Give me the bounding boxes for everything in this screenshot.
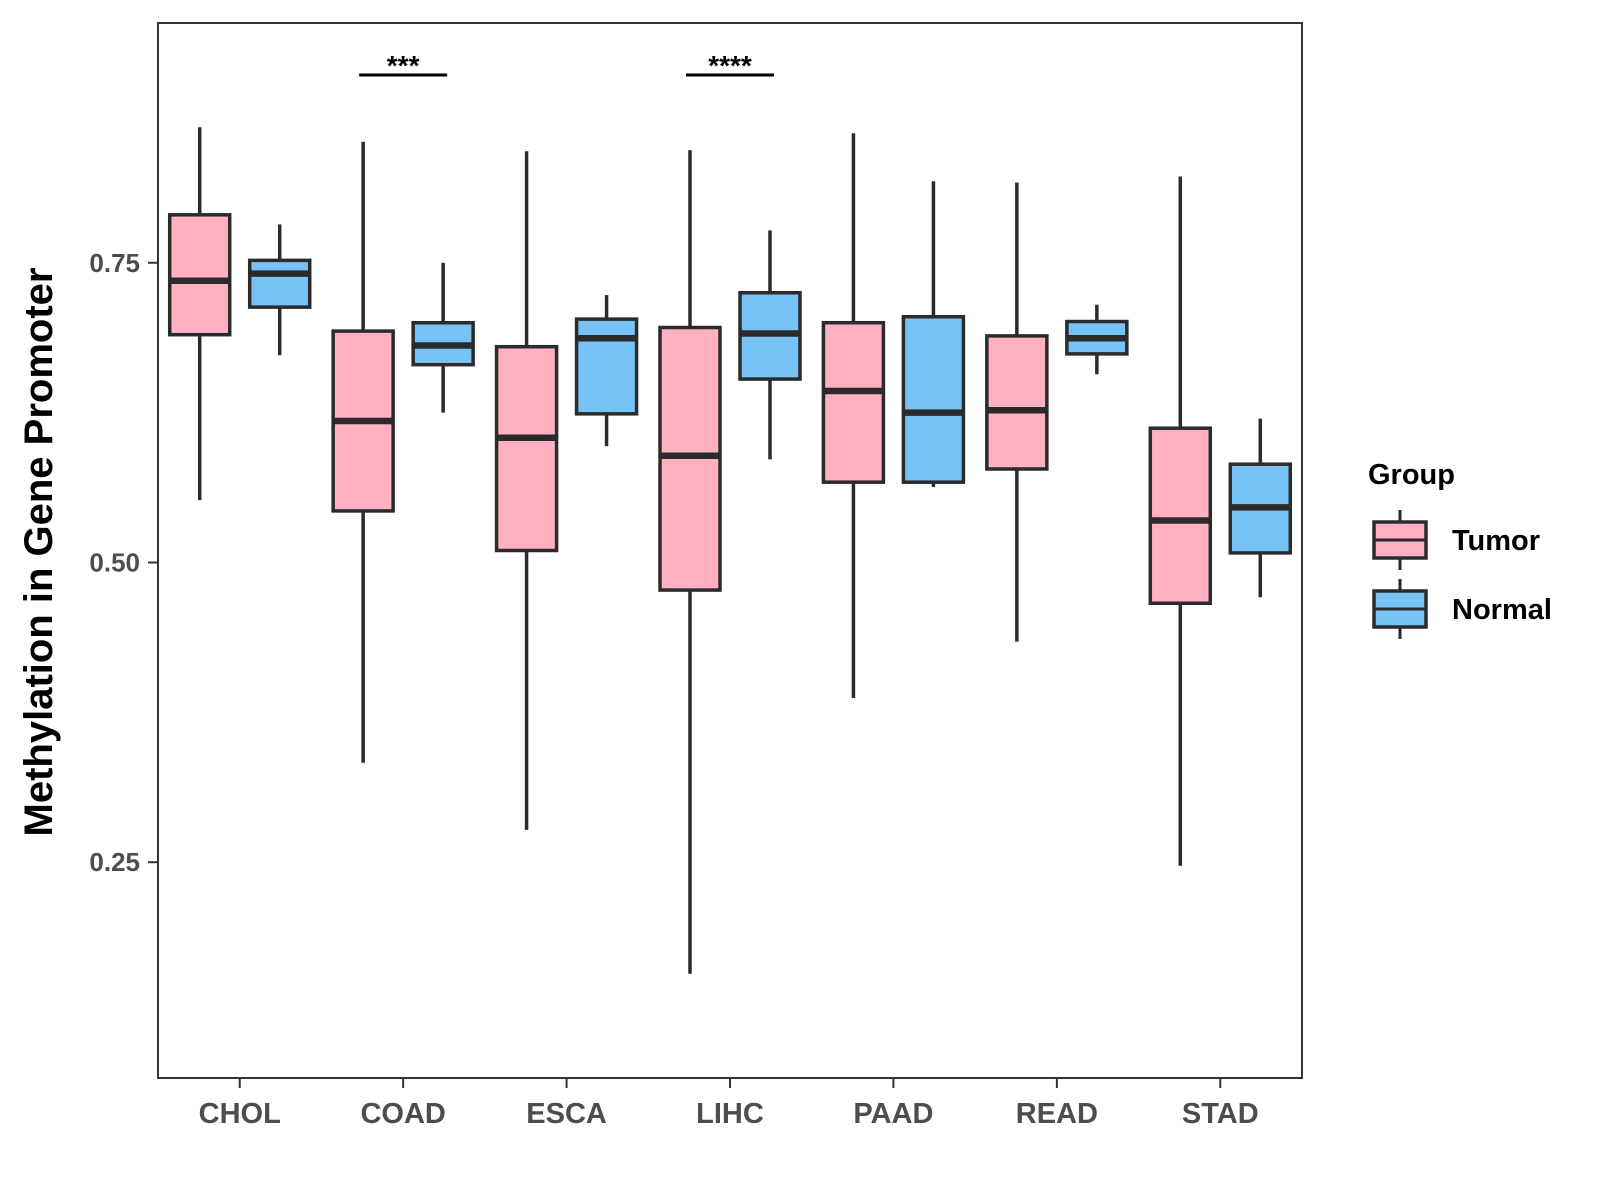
box-normal-chol xyxy=(247,224,312,356)
significance-layer: *** **** xyxy=(359,50,774,81)
legend-key-normal xyxy=(1372,579,1428,639)
y-tick-label: 0.75 xyxy=(89,248,140,278)
box-tumor-esca xyxy=(494,151,559,830)
boxes-layer xyxy=(167,127,1293,974)
box-normal-read xyxy=(1065,304,1129,375)
legend: Group Tumor Normal xyxy=(1368,459,1552,639)
box-body xyxy=(901,314,966,484)
box-normal-coad xyxy=(411,262,475,413)
x-tick-label: CHOL xyxy=(199,1098,281,1130)
box-body xyxy=(574,317,639,416)
x-tick-label: STAD xyxy=(1182,1098,1259,1130)
box-tumor-coad xyxy=(331,141,395,763)
x-tick-label: LIHC xyxy=(696,1098,764,1130)
plot-panel xyxy=(157,22,1303,1079)
y-tick-label: 0.25 xyxy=(89,847,140,877)
box-body xyxy=(985,334,1049,471)
box-normal-paad xyxy=(901,181,966,487)
legend-label-tumor: Tumor xyxy=(1452,525,1540,557)
box-tumor-stad xyxy=(1148,176,1213,866)
box-normal-esca xyxy=(574,295,639,447)
box-body xyxy=(821,320,886,484)
x-tick-label: COAD xyxy=(360,1098,445,1130)
legend-label-normal: Normal xyxy=(1452,594,1552,626)
y-axis-title: Methylation in Gene Promoter xyxy=(17,268,61,837)
x-tick-label: ESCA xyxy=(526,1098,607,1130)
box-tumor-read xyxy=(985,182,1049,642)
box-body xyxy=(247,258,312,309)
x-axis: CHOL COAD ESCA LIHC PAAD READ STAD xyxy=(199,1078,1259,1130)
legend-key-tumor xyxy=(1372,510,1428,570)
x-tick-label: PAAD xyxy=(853,1098,933,1130)
box-normal-lihc xyxy=(738,230,802,460)
box-tumor-lihc xyxy=(658,150,722,974)
box-body xyxy=(167,213,232,337)
box-body xyxy=(1148,426,1213,605)
y-axis: 0.25 0.50 0.75 xyxy=(89,248,158,877)
significance-label: **** xyxy=(708,50,752,81)
box-tumor-paad xyxy=(821,133,886,698)
legend-title: Group xyxy=(1368,459,1455,491)
y-tick-label: 0.50 xyxy=(89,547,140,577)
box-normal-stad xyxy=(1228,418,1293,598)
box-tumor-chol xyxy=(167,127,232,501)
significance-label: *** xyxy=(387,50,420,81)
box-body xyxy=(494,344,559,553)
x-tick-label: READ xyxy=(1016,1098,1098,1130)
